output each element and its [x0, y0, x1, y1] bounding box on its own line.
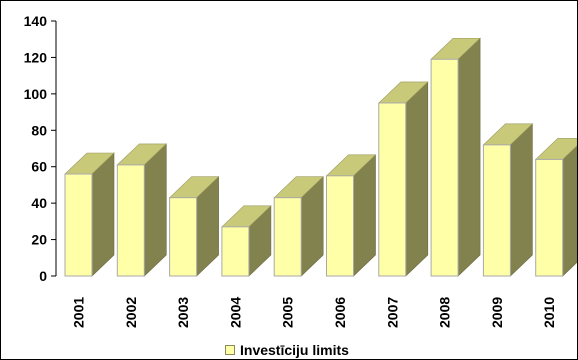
y-tick-label: 0 — [39, 268, 47, 284]
bar-side-2008 — [457, 37, 481, 277]
chart-legend: Investīciju limits — [225, 342, 349, 358]
x-tick-label-2010: 2010 — [541, 297, 557, 328]
x-tick-label-2009: 2009 — [489, 297, 505, 328]
x-tick-label-2001: 2001 — [71, 297, 87, 328]
bar-side-2001 — [91, 152, 115, 277]
x-tick-label-2006: 2006 — [332, 297, 348, 328]
x-tick-label-2002: 2002 — [123, 297, 139, 328]
bar-2009 — [482, 144, 511, 277]
y-tick-label: 100 — [24, 86, 48, 102]
x-tick-label-2003: 2003 — [175, 297, 191, 328]
bar-2004 — [221, 226, 250, 277]
bar-2003 — [169, 197, 198, 277]
y-tick-label: 80 — [31, 122, 47, 138]
bar-2005 — [273, 197, 302, 277]
y-tick-label: 140 — [24, 13, 48, 29]
x-tick-label-2004: 2004 — [227, 297, 243, 328]
bar-side-2007 — [405, 81, 429, 277]
bar-2001 — [64, 173, 93, 277]
y-tick-label: 60 — [31, 159, 47, 175]
bar-side-2002 — [144, 143, 167, 277]
bar-side-2009 — [510, 123, 533, 277]
y-tick-label: 20 — [31, 232, 47, 248]
legend-swatch — [225, 345, 235, 355]
x-tick-label-2008: 2008 — [437, 297, 453, 328]
y-tick-label: 40 — [31, 195, 47, 211]
bar-2007 — [378, 102, 407, 277]
bar-2002 — [116, 164, 145, 277]
bar-2010 — [535, 158, 564, 277]
bar-side-2010 — [562, 145, 577, 277]
legend-label: Investīciju limits — [240, 342, 349, 358]
bar-2008 — [430, 58, 459, 277]
x-tick-label-2007: 2007 — [384, 297, 400, 328]
bar-2006 — [326, 175, 354, 277]
x-tick-label-2005: 2005 — [280, 297, 296, 328]
y-tick-label: 120 — [24, 49, 48, 65]
